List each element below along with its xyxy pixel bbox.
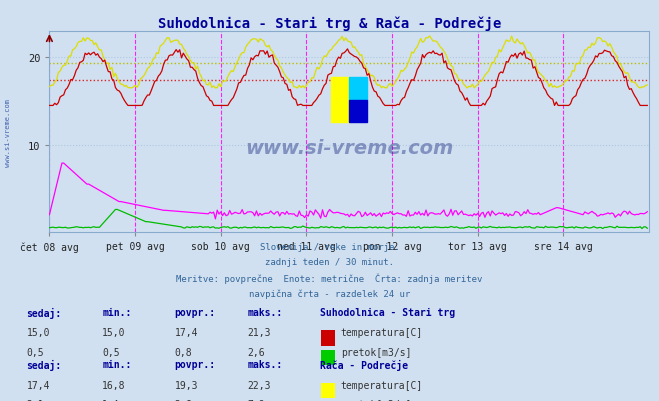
Text: temperatura[C]: temperatura[C]: [341, 328, 423, 338]
Text: min.:: min.:: [102, 359, 132, 369]
Text: zadnji teden / 30 minut.: zadnji teden / 30 minut.: [265, 258, 394, 267]
Text: maks.:: maks.:: [247, 359, 282, 369]
Bar: [349, 100, 367, 122]
Text: Suhodolnica - Stari trg: Suhodolnica - Stari trg: [320, 307, 455, 317]
Text: 2,6: 2,6: [175, 399, 192, 401]
Text: 22,3: 22,3: [247, 380, 271, 390]
Text: 21,3: 21,3: [247, 328, 271, 338]
Text: Slovenija / reke in morje.: Slovenija / reke in morje.: [260, 243, 399, 251]
Text: 2,1: 2,1: [26, 399, 44, 401]
Text: 17,4: 17,4: [175, 328, 198, 338]
Text: 15,0: 15,0: [26, 328, 50, 338]
Text: pretok[m3/s]: pretok[m3/s]: [341, 347, 411, 357]
Text: 16,8: 16,8: [102, 380, 126, 390]
Text: Meritve: povprečne  Enote: metrične  Črta: zadnja meritev: Meritve: povprečne Enote: metrične Črta:…: [177, 273, 482, 284]
Text: www.si-vreme.com: www.si-vreme.com: [5, 98, 11, 166]
Text: 15,0: 15,0: [102, 328, 126, 338]
Text: povpr.:: povpr.:: [175, 359, 215, 369]
Text: 1,4: 1,4: [102, 399, 120, 401]
Text: pretok[m3/s]: pretok[m3/s]: [341, 399, 411, 401]
Text: min.:: min.:: [102, 307, 132, 317]
Text: navpična črta - razdelek 24 ur: navpična črta - razdelek 24 ur: [249, 288, 410, 298]
Text: Rača - Podrečje: Rača - Podrečje: [320, 359, 408, 370]
Bar: [331, 78, 349, 122]
Text: Suhodolnica - Stari trg & Rača - Podrečje: Suhodolnica - Stari trg & Rača - Podrečj…: [158, 16, 501, 30]
Text: 0,5: 0,5: [102, 347, 120, 357]
Text: 19,3: 19,3: [175, 380, 198, 390]
Text: 7,9: 7,9: [247, 399, 265, 401]
Text: 0,5: 0,5: [26, 347, 44, 357]
Text: www.si-vreme.com: www.si-vreme.com: [245, 139, 453, 158]
Text: povpr.:: povpr.:: [175, 307, 215, 317]
Text: 0,8: 0,8: [175, 347, 192, 357]
Bar: [349, 78, 367, 100]
Text: 2,6: 2,6: [247, 347, 265, 357]
Text: sedaj:: sedaj:: [26, 359, 61, 370]
Text: sedaj:: sedaj:: [26, 307, 61, 318]
Text: temperatura[C]: temperatura[C]: [341, 380, 423, 390]
Text: 17,4: 17,4: [26, 380, 50, 390]
Text: maks.:: maks.:: [247, 307, 282, 317]
